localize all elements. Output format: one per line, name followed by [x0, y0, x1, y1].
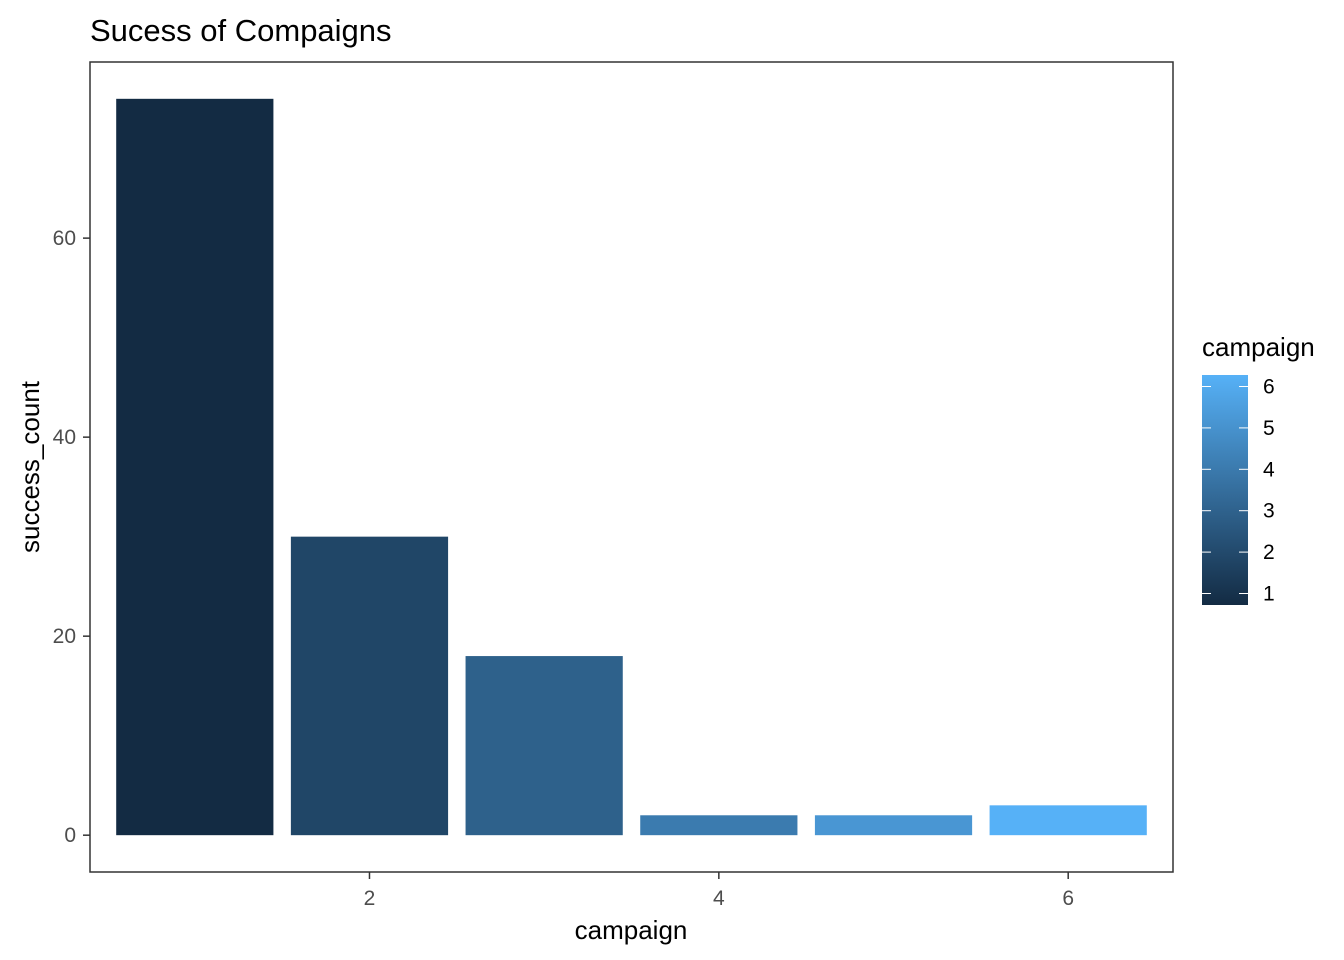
bar-campaign-1 [116, 98, 274, 836]
x-tick-label: 2 [364, 887, 376, 910]
bar-campaign-3 [465, 656, 623, 836]
legend-label: 1 [1263, 583, 1275, 606]
y-tick-label: 0 [64, 824, 76, 847]
legend-label: 2 [1263, 541, 1275, 564]
legend-label: 3 [1263, 500, 1275, 523]
x-axis-title: campaign [575, 915, 688, 945]
legend-label: 4 [1263, 458, 1275, 481]
legend-label: 6 [1263, 376, 1275, 399]
y-tick-label: 20 [53, 625, 76, 648]
x-axis: 2 4 6 [364, 872, 1074, 910]
bar-campaign-4 [640, 815, 798, 836]
x-tick-label: 4 [713, 887, 725, 910]
y-axis-title: success_count [15, 380, 45, 553]
color-legend: campaign 6 5 4 3 2 1 [1202, 332, 1315, 606]
bars-group [116, 98, 1147, 836]
bar-campaign-5 [814, 815, 973, 836]
legend-ticks: 6 5 4 3 2 1 [1202, 376, 1275, 606]
legend-label: 5 [1263, 417, 1275, 440]
legend-colorbar [1202, 375, 1248, 605]
y-axis: 0 20 40 60 [53, 227, 90, 847]
bar-campaign-6 [989, 805, 1147, 836]
chart-title: Sucess of Compaigns [90, 13, 392, 48]
y-tick-label: 60 [53, 227, 76, 250]
bar-campaign-2 [290, 536, 449, 836]
legend-title: campaign [1202, 332, 1315, 362]
y-tick-label: 40 [53, 426, 76, 449]
x-tick-label: 6 [1062, 887, 1074, 910]
